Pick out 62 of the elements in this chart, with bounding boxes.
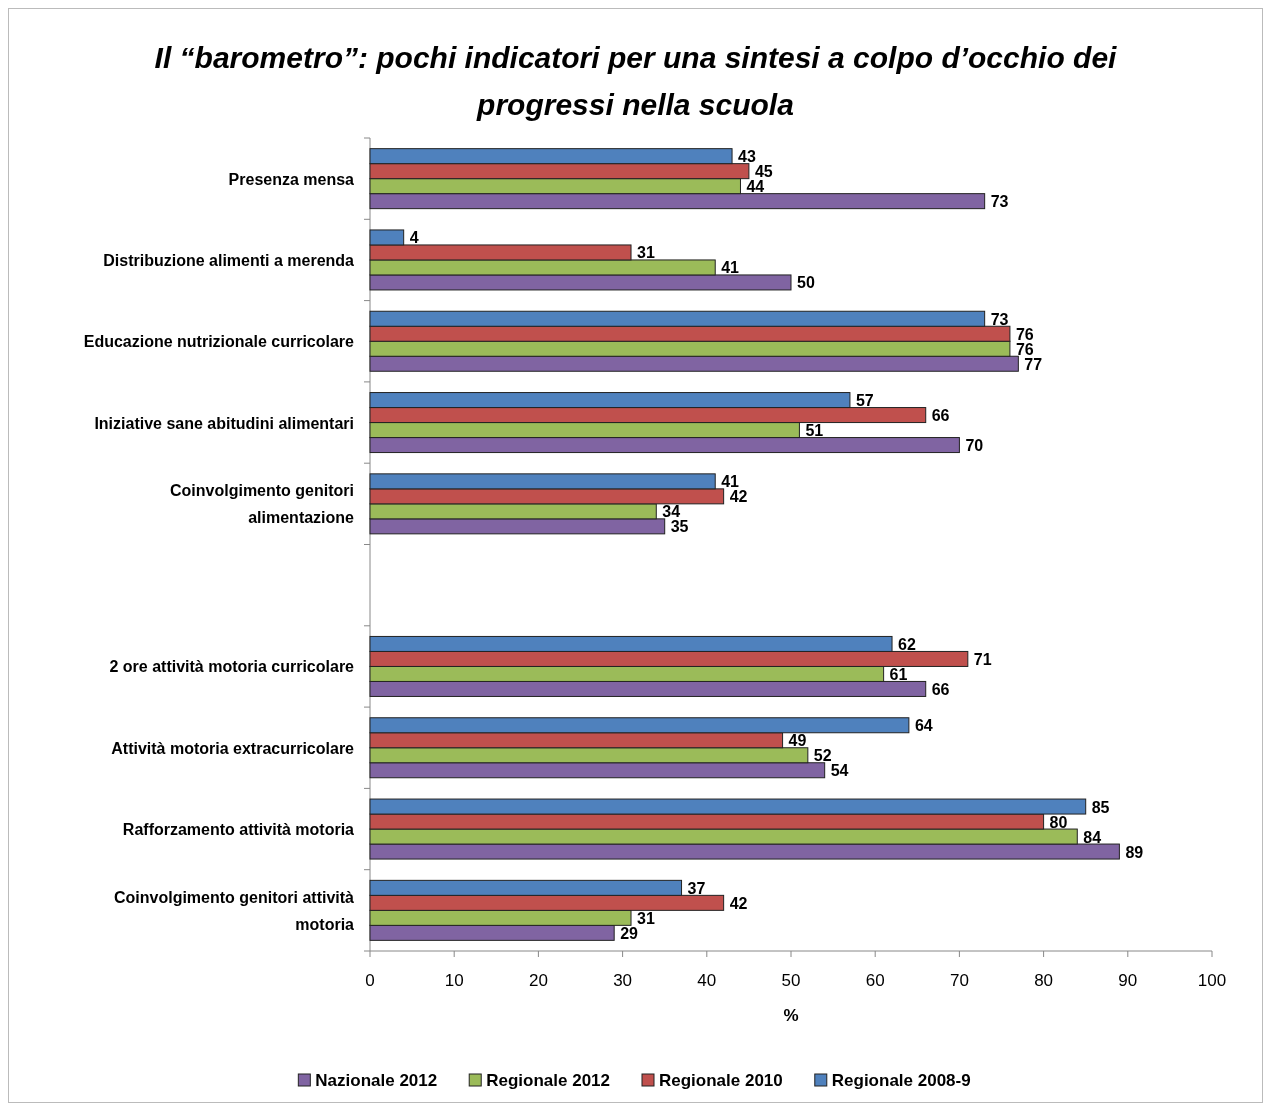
data-label: 50	[797, 274, 815, 292]
chart-title: Il “barometro”: pochi indicatori per una sintesi a colpo d’occhio dei progressi nella scuola	[154, 41, 1118, 121]
y-tick-label: Coinvolgimento genitori attività motoria	[113, 888, 355, 933]
data-label: 70	[965, 437, 984, 455]
data-label: 61	[889, 665, 908, 683]
data-label: 62	[898, 635, 916, 653]
data-label: 41	[721, 473, 740, 491]
data-label: 71	[973, 650, 992, 668]
data-label: 80	[1049, 813, 1068, 831]
x-tick-label: 40	[697, 971, 717, 990]
y-tick-label: Educazione nutrizionale curricolare	[83, 333, 355, 351]
data-label: 76	[1015, 325, 1034, 343]
y-tick-label: Coinvolgimento genitori alimentazione	[170, 482, 355, 527]
data-label: 73	[990, 193, 1009, 211]
x-axis-title: %	[783, 1006, 799, 1025]
data-label: 76	[1015, 340, 1034, 358]
data-label: 4	[409, 229, 419, 247]
x-tick-label: 100	[1197, 971, 1227, 990]
data-label: 44	[746, 178, 765, 196]
legend-label: Regionale 2010	[659, 1071, 783, 1090]
data-label: 54	[830, 762, 849, 780]
data-label: 34	[662, 503, 681, 521]
data-label: 41	[721, 259, 740, 277]
y-tick-label: Rafforzamento attività motoria	[122, 821, 355, 839]
data-label: 85	[1091, 798, 1110, 816]
data-label: 73	[990, 310, 1009, 328]
x-tick-label: 90	[1118, 971, 1138, 990]
x-tick-label: 70	[949, 971, 969, 990]
data-label: 31	[637, 244, 655, 262]
legend-label: Nazionale 2012	[315, 1071, 438, 1090]
data-label: 42	[729, 894, 748, 912]
data-label: 49	[788, 732, 807, 750]
x-tick-label: 80	[1034, 971, 1054, 990]
y-tick-label: Presenza mensa	[228, 170, 355, 188]
x-tick-label: 30	[613, 971, 633, 990]
y-tick-label: 2 ore attività motoria curricolare	[109, 658, 355, 676]
data-label: 64	[914, 717, 933, 735]
x-tick-label: 60	[865, 971, 885, 990]
data-label: 89	[1125, 843, 1144, 861]
y-tick-label: Attività motoria extracurricolare	[111, 739, 355, 757]
data-label: 66	[931, 407, 950, 425]
data-label: 37	[687, 879, 706, 897]
data-label: 35	[670, 518, 689, 536]
data-label: 51	[805, 422, 824, 440]
data-label: 52	[813, 747, 832, 765]
data-label: 57	[855, 392, 874, 410]
y-tick-label: Distribuzione alimenti a merenda	[103, 251, 355, 269]
y-tick-label: Iniziative sane abitudini alimentari	[94, 414, 354, 432]
data-label: 29	[620, 924, 639, 942]
x-tick-label: 0	[365, 971, 375, 990]
data-label: 42	[729, 488, 748, 506]
data-label: 84	[1083, 828, 1102, 846]
legend-label: Regionale 2012	[486, 1071, 610, 1090]
data-label: 77	[1024, 355, 1043, 373]
x-tick-label: 50	[781, 971, 801, 990]
x-tick-label: 10	[444, 971, 464, 990]
data-label: 43	[738, 148, 756, 166]
data-label: 31	[637, 909, 655, 927]
legend-label: Regionale 2008-9	[831, 1071, 971, 1090]
data-label: 66	[931, 680, 950, 698]
x-tick-label: 20	[528, 971, 548, 990]
data-label: 45	[754, 163, 773, 181]
